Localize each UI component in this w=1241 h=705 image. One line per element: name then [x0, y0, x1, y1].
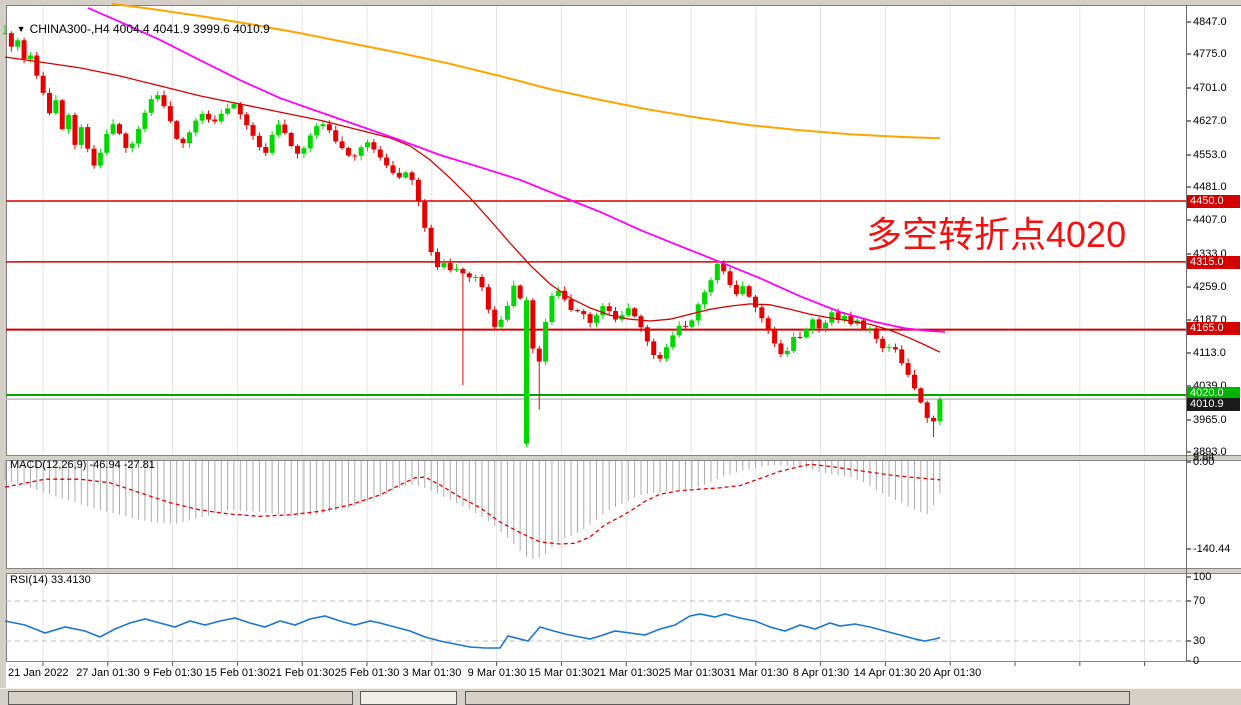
time-axis-label: 15 Mar 01:30	[528, 667, 594, 679]
price-level-badge: 4165.0	[1187, 322, 1240, 335]
price-axis-label: 4701.0	[1193, 82, 1227, 94]
macd-label: MACD(12,26,9) -46.94 -27.81	[10, 459, 155, 471]
time-axis-label: 25 Mar 01:30	[658, 667, 724, 679]
time-axis-label: 9 Feb 01:30	[143, 667, 203, 679]
price-axis-label: 4627.0	[1193, 115, 1227, 127]
price-axis-label: 4113.0	[1193, 347, 1226, 359]
price-level-badge: 4315.0	[1187, 256, 1240, 269]
chart-annotation-text: 多空转折点4020	[866, 214, 1127, 255]
rsi-line	[4, 613, 941, 649]
price-axis-label: 4407.0	[1193, 214, 1227, 226]
price-axis-label: 4847.0	[1193, 16, 1227, 28]
time-axis-label: 3 Mar 01:30	[402, 667, 462, 679]
ohlc-values: 4004.4 4041.9 3999.6 4010.9	[112, 22, 270, 36]
rsi-values: 33.4130	[50, 574, 91, 586]
price-level-badge: 4450.0	[1187, 195, 1240, 208]
time-axis-label: 8 Apr 01:30	[792, 667, 850, 679]
indicator-axis-label: 0	[1193, 655, 1200, 667]
symbol-label: CHINA300-,H4	[29, 22, 110, 36]
price-axis-label: 3965.0	[1193, 414, 1227, 426]
time-axis-label: 20 Apr 01:30	[918, 667, 982, 679]
chart-tab[interactable]	[465, 691, 1130, 705]
time-axis-label: 21 Jan 2022	[8, 667, 69, 679]
time-axis-label: 9 Mar 01:30	[467, 667, 527, 679]
price-axis-separator	[1186, 5, 1187, 662]
macd-signal-line	[4, 463, 941, 545]
price-axis-label: 3893.0	[1193, 446, 1227, 458]
chart-tab[interactable]	[8, 691, 353, 705]
price-axis-label: 4259.0	[1193, 281, 1227, 293]
ma-fast-red	[4, 56, 941, 353]
ma-slow-magenta	[87, 7, 946, 333]
time-axis-label: 25 Feb 01:30	[334, 667, 400, 679]
grid-layer	[42, 6, 1146, 666]
indicator-axis-label: 70	[1193, 595, 1206, 607]
symbol-dropdown-icon[interactable]: ▼	[16, 24, 26, 34]
macd-histogram	[4, 460, 941, 559]
ma-long-orange	[111, 2, 941, 140]
panel-splitter-rsi[interactable]	[6, 568, 1241, 574]
chart-tab[interactable]	[360, 691, 457, 705]
chart-title: ▼ CHINA300-,H4 4004.4 4041.9 3999.6 4010.…	[10, 8, 270, 36]
chart-background	[6, 5, 1241, 663]
price-level-badge: 4010.9	[1187, 398, 1240, 411]
time-axis-label: 31 Mar 01:30	[723, 667, 789, 679]
rsi-bottom-border	[6, 661, 1241, 662]
rsi-label: RSI(14) 33.4130	[10, 574, 91, 586]
indicator-axis-label: 100	[1193, 571, 1212, 583]
candles-layer	[2, 25, 943, 447]
time-axis-label: 14 Apr 01:30	[853, 667, 917, 679]
indicator-axis-label: 0.00	[1193, 456, 1215, 468]
macd-values: -46.94 -27.81	[89, 459, 155, 471]
time-axis-label: 21 Feb 01:30	[269, 667, 335, 679]
time-axis-label: 27 Jan 01:30	[76, 667, 140, 679]
price-axis-label: 4481.0	[1193, 181, 1227, 193]
levels-layer	[6, 200, 1186, 400]
time-axis-label: 15 Feb 01:30	[204, 667, 270, 679]
panel-splitter-macd[interactable]	[6, 455, 1241, 461]
indicator-axis-label: -140.44	[1193, 543, 1231, 555]
time-axis-label: 21 Mar 01:30	[593, 667, 659, 679]
price-level-badge: 4020.0	[1187, 387, 1240, 400]
time-axis[interactable]	[6, 662, 1241, 688]
indicator-axis-label: 9.84	[1193, 451, 1215, 463]
price-axis-label: 4553.0	[1193, 149, 1227, 161]
price-axis-label: 4775.0	[1193, 48, 1227, 60]
indicator-axis-label: 30	[1193, 635, 1206, 647]
